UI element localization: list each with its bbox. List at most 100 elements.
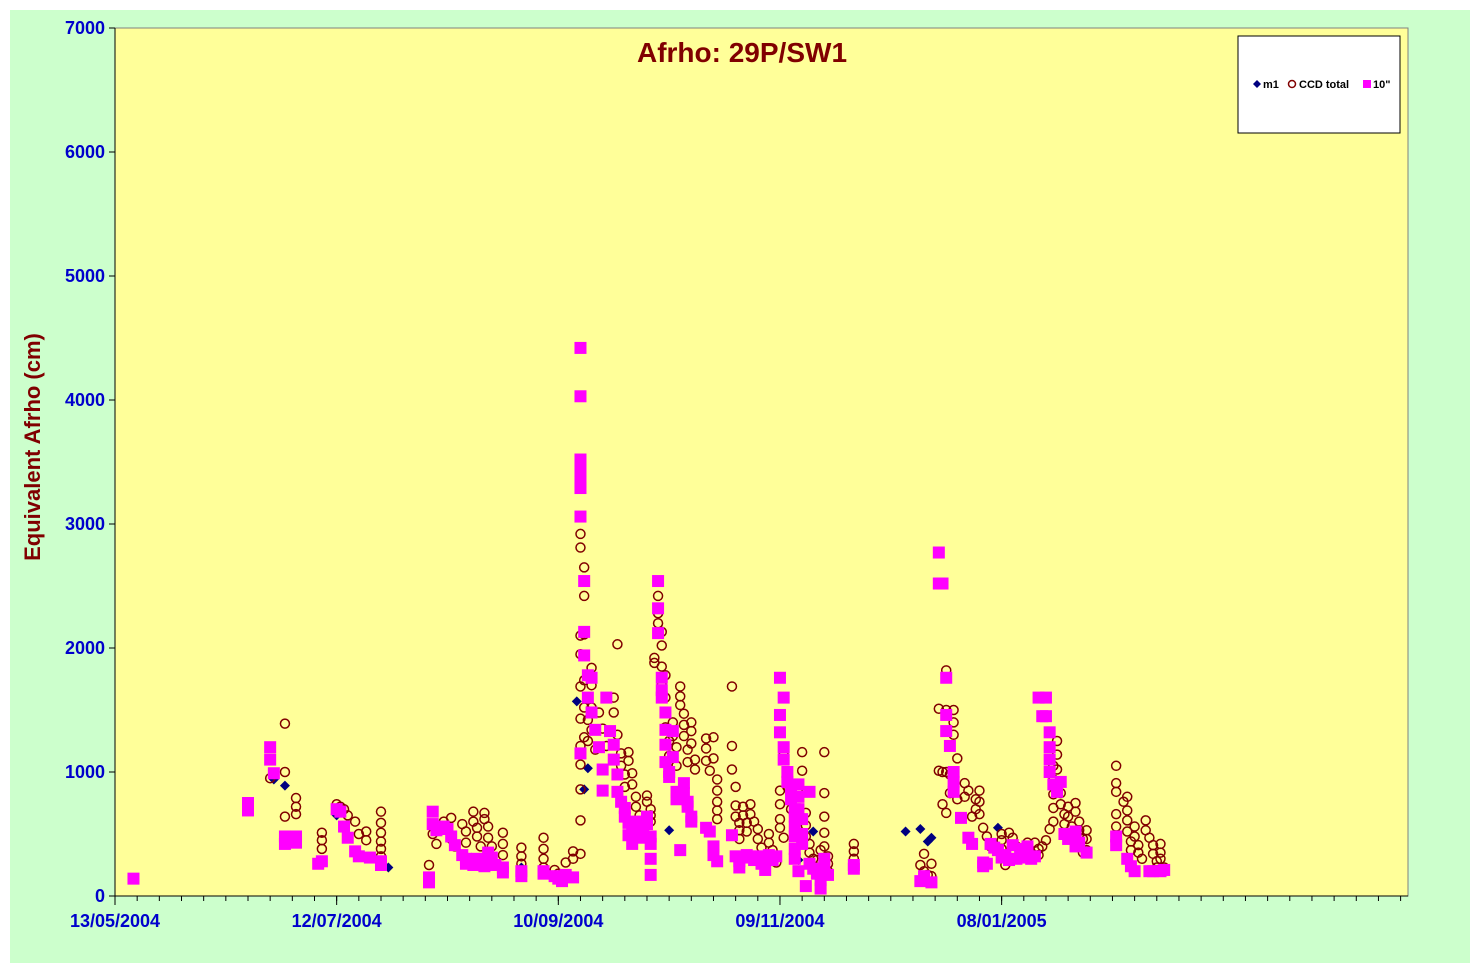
data-point-ccd-total <box>623 755 634 767</box>
data-point-ccd-total <box>626 767 638 779</box>
data-point-10-arcsec <box>940 725 953 738</box>
data-point-10-arcsec <box>1080 846 1093 859</box>
data-point-ccd-total <box>686 725 697 737</box>
data-point-ccd-total <box>774 798 786 810</box>
data-point-ccd-total <box>360 834 372 846</box>
data-point-10-arcsec <box>278 837 291 850</box>
data-point-ccd-total <box>952 753 963 764</box>
data-point-10-arcsec <box>578 625 591 638</box>
data-point-ccd-total <box>575 713 586 724</box>
data-point-ccd-total <box>1121 791 1133 803</box>
data-point-m1 <box>571 696 582 707</box>
data-point-ccd-total <box>641 790 653 801</box>
series-m1 <box>268 696 1003 873</box>
data-point-ccd-total <box>423 859 435 871</box>
data-point-ccd-total <box>471 831 483 842</box>
chart-title: Afrho: 29P/SW1 <box>637 37 847 68</box>
y-tick-label: 3000 <box>65 514 105 534</box>
data-point-10-arcsec <box>334 805 347 818</box>
data-point-10-arcsec <box>640 818 653 831</box>
data-point-10-arcsec <box>792 865 805 878</box>
data-point-10-arcsec <box>574 464 587 477</box>
x-axis: 13/05/2004 12/07/2004 10/09/2004 09/11/2004… <box>70 895 1408 931</box>
data-point-ccd-total <box>848 846 860 857</box>
y-tick-label: 1000 <box>65 762 105 782</box>
data-point-10-arcsec <box>1051 785 1064 798</box>
data-point-ccd-total <box>974 785 985 796</box>
data-point-10-arcsec <box>674 844 687 857</box>
data-point-m1 <box>579 784 590 795</box>
data-point-10-arcsec <box>644 868 657 881</box>
data-point-ccd-total <box>678 708 690 719</box>
data-point-10-arcsec <box>777 691 790 704</box>
data-point-ccd-total <box>615 748 627 759</box>
data-point-10-arcsec <box>947 766 960 778</box>
data-point-10-arcsec <box>374 855 387 868</box>
data-point-ccd-total <box>290 801 302 812</box>
data-point-ccd-total <box>538 832 549 843</box>
data-point-ccd-total <box>819 787 830 799</box>
data-point-m1 <box>279 780 290 791</box>
data-point-ccd-total <box>1121 815 1133 826</box>
data-point-ccd-total <box>575 848 586 860</box>
data-point-ccd-total <box>711 785 723 796</box>
data-point-ccd-total <box>689 754 701 765</box>
data-point-10-arcsec <box>1039 691 1052 704</box>
data-point-ccd-total <box>948 717 959 728</box>
data-point-10-arcsec <box>792 790 805 803</box>
data-point-10-arcsec <box>792 778 805 791</box>
data-point-ccd-total <box>674 699 686 711</box>
data-point-10-arcsec <box>655 684 668 697</box>
x-tick-label: 10/09/2004 <box>513 911 603 931</box>
data-point-10-arcsec <box>1110 839 1123 852</box>
data-point-ccd-total <box>678 730 690 742</box>
data-point-ccd-total <box>752 833 764 845</box>
data-point-ccd-total <box>1040 834 1052 846</box>
data-point-ccd-total <box>626 779 638 790</box>
data-point-10-arcsec <box>725 829 738 842</box>
data-point-10-arcsec <box>947 775 960 788</box>
data-point-ccd-total <box>649 652 660 664</box>
data-point-ccd-total <box>682 756 693 768</box>
data-point-ccd-total <box>375 817 387 829</box>
data-point-10-arcsec <box>423 871 436 884</box>
data-point-ccd-total <box>497 838 509 850</box>
data-point-10-arcsec <box>644 852 657 865</box>
data-point-m1 <box>808 826 819 837</box>
data-point-10-arcsec <box>1054 775 1067 788</box>
data-point-ccd-total <box>1121 805 1133 816</box>
data-point-10-arcsec <box>1069 825 1082 838</box>
data-point-10-arcsec <box>655 671 668 684</box>
data-point-ccd-total <box>353 828 365 840</box>
data-point-ccd-total <box>431 838 442 850</box>
data-point-ccd-total <box>689 764 701 775</box>
data-point-ccd-total <box>349 816 361 827</box>
data-point-10-arcsec <box>943 739 956 752</box>
data-point-ccd-total <box>796 765 808 777</box>
data-point-ccd-total <box>774 822 786 834</box>
legend-marker-m1 <box>1253 80 1261 88</box>
data-point-10-arcsec <box>663 770 676 783</box>
data-point-ccd-total <box>482 832 494 843</box>
data-point-10-arcsec <box>659 706 672 719</box>
data-point-10-arcsec <box>847 859 860 871</box>
data-point-10-arcsec <box>352 850 365 863</box>
data-point-ccd-total <box>1070 806 1081 817</box>
data-point-ccd-total <box>445 812 457 824</box>
data-point-ccd-total <box>1062 811 1074 822</box>
data-point-10-arcsec <box>936 577 949 590</box>
data-point-ccd-total <box>375 806 387 817</box>
data-point-10-arcsec <box>666 751 679 764</box>
data-point-10-arcsec <box>574 510 587 523</box>
data-point-ccd-total <box>700 755 712 767</box>
x-tick-label: 08/01/2005 <box>957 911 1047 931</box>
data-point-ccd-total <box>730 781 741 793</box>
data-point-ccd-total <box>1129 831 1140 842</box>
y-tick-label: 0 <box>95 886 105 906</box>
data-point-ccd-total <box>468 806 479 817</box>
data-point-ccd-total <box>730 800 741 811</box>
y-axis: 0 1000 2000 3000 4000 5000 6000 7000 <box>65 18 116 906</box>
data-point-10-arcsec <box>799 880 812 893</box>
data-point-ccd-total <box>1110 760 1122 772</box>
data-point-10-arcsec <box>127 872 140 885</box>
